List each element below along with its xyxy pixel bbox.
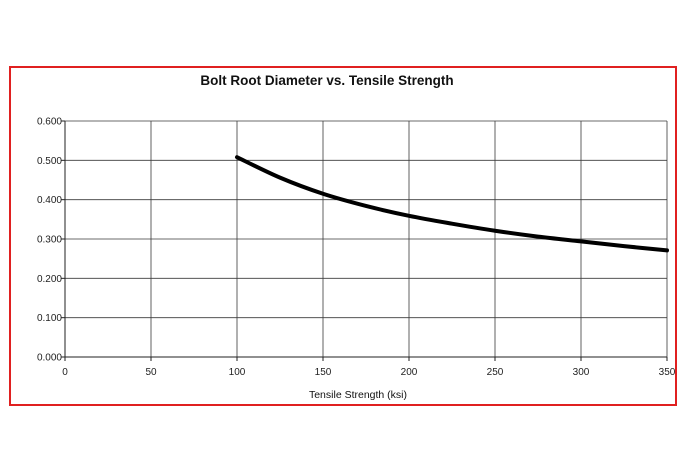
data-point [537, 236, 539, 238]
data-point [580, 240, 582, 242]
x-tick-label: 250 [487, 367, 504, 378]
y-tick-label: 0.500 [37, 156, 62, 167]
chart-title: Bolt Root Diameter vs. Tensile Strength [200, 73, 453, 88]
data-point [623, 245, 625, 247]
y-tick-label: 0.000 [37, 353, 62, 364]
x-tick-label: 350 [659, 367, 676, 378]
x-tick-label: 0 [62, 367, 68, 378]
data-point [451, 223, 453, 225]
y-tick-label: 0.400 [37, 195, 62, 206]
data-point [322, 193, 324, 195]
tick-labels: 0 50 100 150 200 250 300 350 0.000 0.100 0.200 0.30… [37, 117, 676, 379]
data-point [236, 156, 238, 158]
x-tick-label: 50 [145, 367, 157, 378]
data-point [279, 177, 281, 179]
data-point [666, 249, 668, 251]
x-tick-label: 150 [315, 367, 332, 378]
chart-frame [9, 66, 677, 406]
data-point [408, 215, 410, 217]
grid [61, 120, 668, 361]
x-tick-label: 100 [229, 367, 246, 378]
y-tick-label: 0.600 [37, 117, 62, 128]
y-tick-label: 0.100 [37, 313, 62, 324]
y-tick-label: 0.200 [37, 274, 62, 285]
data-point [365, 205, 367, 207]
y-tick-label: 0.300 [37, 235, 62, 246]
x-tick-label: 200 [401, 367, 418, 378]
series-layer [235, 155, 669, 253]
data-point [494, 230, 496, 232]
series-line [235, 155, 669, 253]
x-axis-label: Tensile Strength (ksi) [309, 389, 407, 401]
x-tick-label: 300 [573, 367, 590, 378]
